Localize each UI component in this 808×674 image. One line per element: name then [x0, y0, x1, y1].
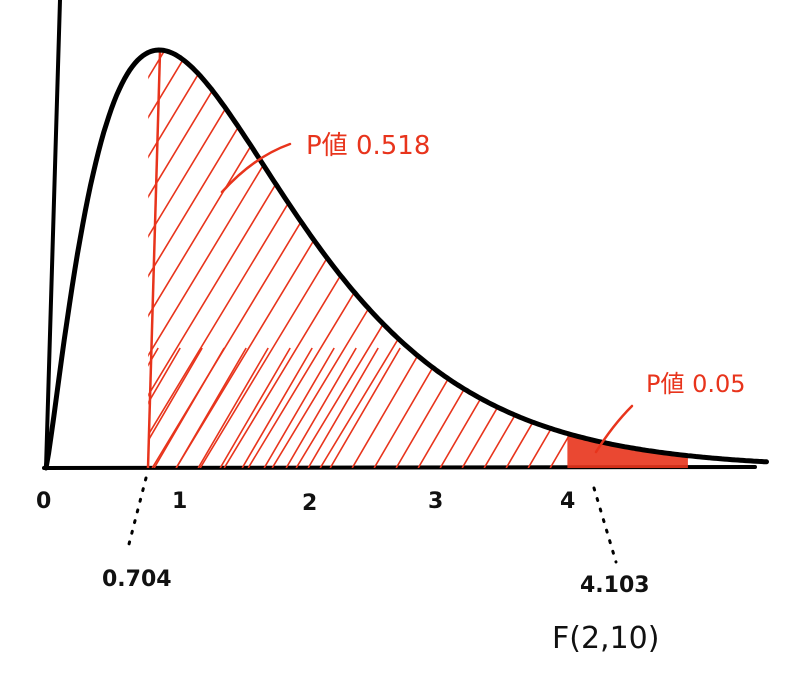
observed-stat-label: 0.704 [102, 567, 172, 592]
hatch-line [247, 50, 509, 468]
p-value-critical-annotation: P値 0.05 [646, 370, 746, 398]
hatch-line [148, 50, 293, 468]
hatch-line [329, 347, 401, 468]
hatch-line [295, 50, 557, 468]
hatch-line [285, 347, 357, 468]
hatch-line [148, 50, 317, 468]
hatch-line [151, 50, 413, 468]
observed-dotted-leader [126, 476, 148, 550]
x-tick-1: 1 [172, 489, 187, 514]
observed-annotation-pointer [220, 142, 292, 194]
hatch-line [241, 347, 313, 468]
hatch-line [263, 347, 335, 468]
hatch-line [148, 347, 203, 468]
hatch-line [219, 347, 291, 468]
hatch-line [175, 50, 437, 468]
hatch-line [505, 347, 577, 468]
density-curve [43, 47, 769, 471]
hatch-line [148, 347, 181, 468]
hatch-line [223, 50, 485, 468]
critical-annotation-pointer [594, 404, 634, 454]
x-tick-3: 3 [428, 489, 443, 514]
hatch-line [148, 50, 173, 468]
x-tick-2: 2 [302, 491, 317, 516]
observed-stat-line [146, 51, 162, 469]
hatch-line [351, 347, 423, 468]
hatch-line [319, 50, 581, 468]
hatch-line [148, 50, 197, 468]
distribution-label: F(2,10) [552, 621, 659, 656]
hatch-line [197, 347, 269, 468]
critical-value-label: 4.103 [580, 573, 650, 598]
hatch-line [199, 50, 461, 468]
hatch-line [148, 50, 221, 468]
hatch-line [148, 50, 149, 468]
x-tick-0: 0 [36, 489, 51, 514]
hatch-line [148, 50, 245, 468]
p-value-hatched-region [148, 50, 621, 468]
y-axis [44, 0, 62, 470]
x-tick-4: 4 [560, 489, 575, 514]
p-value-observed-annotation: P値 0.518 [306, 131, 430, 161]
hatch-line [307, 347, 379, 468]
critical-dotted-leader [592, 486, 618, 564]
